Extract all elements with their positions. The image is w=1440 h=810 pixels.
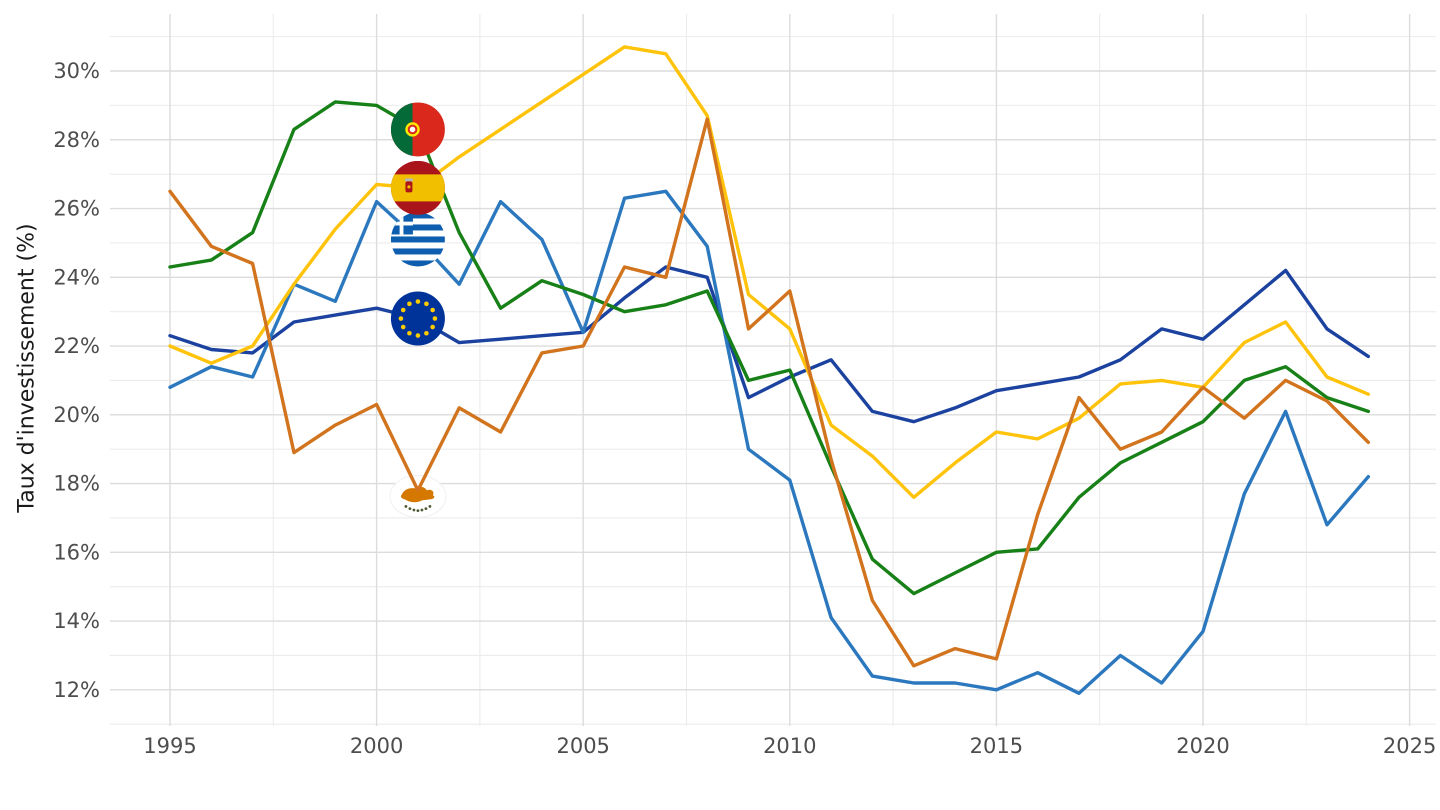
x-axis-tick-label: 2010 xyxy=(763,734,816,758)
portugal-flag-icon xyxy=(390,102,445,157)
y-axis-tick-label: 24% xyxy=(53,265,100,289)
x-axis-tick-label: 2025 xyxy=(1383,734,1436,758)
y-axis-tick-label: 22% xyxy=(53,334,100,358)
x-axis-tick-label: 2000 xyxy=(350,734,403,758)
y-axis-tick-label: 28% xyxy=(53,128,100,152)
series-lines xyxy=(168,45,1371,695)
y-axis-tick-label: 30% xyxy=(53,59,100,83)
line-eu xyxy=(168,265,1371,424)
spain-flag-icon xyxy=(390,160,445,215)
y-axis-tick-label: 16% xyxy=(53,540,100,564)
line-portugal xyxy=(168,100,1371,596)
y-axis-tick-label: 26% xyxy=(53,197,100,221)
gridlines-minor xyxy=(110,14,1436,726)
x-axis-tick-labels: 1995 2000 2005 2010 2015 2020 2025 xyxy=(143,734,1436,758)
eu-flag-icon xyxy=(390,291,445,346)
y-axis-tick-label: 14% xyxy=(53,609,100,633)
x-axis-tick-label: 1995 xyxy=(143,734,196,758)
y-axis-tick-label: 20% xyxy=(53,403,100,427)
x-axis-tick-label: 2015 xyxy=(970,734,1023,758)
x-axis-tick-label: 2020 xyxy=(1176,734,1229,758)
y-axis-tick-label: 12% xyxy=(53,678,100,702)
x-axis-tick-label: 2005 xyxy=(556,734,609,758)
line-cyprus xyxy=(168,117,1371,668)
y-axis-title: Taux d'investissement (%) xyxy=(14,223,40,513)
y-axis-tick-labels: 12% 14% 16% 18% 20% 22% 24% 26% 28% 30% xyxy=(53,59,100,702)
cyprus-flag-icon xyxy=(389,474,447,518)
line-greece xyxy=(168,189,1371,695)
y-axis-tick-label: 18% xyxy=(53,472,100,496)
greece-flag-icon xyxy=(390,212,445,267)
